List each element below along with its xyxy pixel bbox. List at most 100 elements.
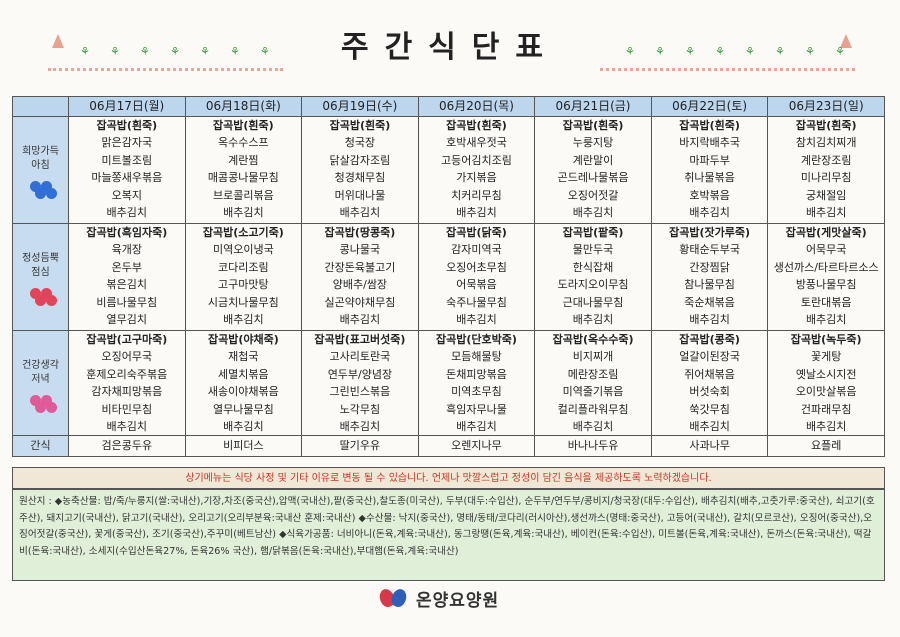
snack-row: 간식 검은콩두유 비피더스 딸기우유 오렌지나무 바나나두유 사과나무 요플레 — [12, 435, 885, 458]
menu-item: 건파래무침 — [800, 402, 852, 416]
meal-row: 정성듬뿍 점심 잡곡밥(흑임자죽) 육개장 온두부 볶은김치 비름나물무침 열무김치 잡곡밥(소… — [12, 223, 885, 331]
origin-text: 원산지 : ◆농축산물: 밥/죽/누룽지(쌀:국내산),기장,차조(중국산),압… — [19, 496, 875, 557]
menu-item: 배추김치 — [456, 313, 497, 327]
menu-item: 치커리무침 — [451, 188, 502, 202]
menu-item: 새송이야채볶음 — [207, 385, 279, 399]
menu-item: 열무김치 — [106, 313, 148, 327]
day-header: 06月17日(월) — [68, 96, 186, 117]
snack-cell: 오렌지나무 — [417, 435, 536, 458]
snack-label: 간식 — [12, 435, 69, 458]
menu-item: 그린빈스볶음 — [329, 385, 391, 399]
flag-icon — [52, 34, 64, 48]
title-decoration-right — [600, 58, 855, 71]
sprout-icon: ⚘ — [140, 45, 150, 58]
menu-item: 어묵무국 — [805, 243, 847, 257]
menu-item: 매콤콩나물무침 — [207, 171, 279, 185]
menu-item: 고등어김치조림 — [441, 153, 512, 167]
meal-label: 건강생각 저녁 — [12, 329, 69, 437]
menu-cell: 잡곡밥(게맛살죽) 어묵무국 생선까스/타르타르소스 방풍나물무침 토란대볶음 배추김치 — [767, 223, 885, 331]
menu-cell: 잡곡밥(흑임자죽) 육개장 온두부 볶은김치 비름나물무침 열무김치 — [68, 223, 186, 331]
flag-icon — [840, 34, 852, 48]
menu-cell: 잡곡밥(콩죽) 얼갈이된장국 쥐어채볶음 버섯숙회 쑥갓무침 배추김치 — [650, 329, 769, 437]
menu-item: 오징어젓갈 — [567, 188, 619, 202]
day-header: 06月21日(금) — [534, 96, 652, 117]
menu-item: 노각무침 — [339, 402, 381, 416]
menu-item: 배추김치 — [456, 420, 497, 434]
facility-logo: 온양요양원 — [377, 584, 499, 612]
menu-item: 궁채절임 — [805, 188, 847, 202]
menu-item: 숙주나물무침 — [446, 295, 507, 309]
menu-item: 취나물볶음 — [684, 171, 735, 185]
sprout-icon: ⚘ — [625, 45, 635, 58]
menu-item: 옛날소시지전 — [795, 367, 857, 381]
menu-item: 배추김치 — [572, 420, 614, 434]
menu-item: 미역초무침 — [451, 385, 502, 399]
menu-item: 배추김치 — [572, 206, 614, 220]
menu-item: 재첩국 — [228, 350, 259, 364]
menu-item: 잡곡밥(흰죽) — [446, 119, 507, 132]
meal-label-line: 건강생각 — [22, 360, 59, 371]
menu-item: 잡곡밥(녹두죽) — [790, 333, 862, 346]
menu-cell: 잡곡밥(잣가루죽) 황태순두부국 간장찜닭 참나물무침 죽순채볶음 배추김치 — [650, 223, 769, 331]
menu-item: 잡곡밥(흰죽) — [96, 119, 158, 132]
menu-cell: 잡곡밥(흰죽) 청국장 닭살감자조림 청경채무침 머위대나물 배추김치 — [301, 116, 419, 224]
menu-item: 계란말이 — [572, 153, 614, 167]
sprout-icon: ⚘ — [80, 45, 90, 58]
menu-item: 잡곡밥(흰죽) — [562, 119, 624, 132]
menu-item: 메란장조림 — [567, 367, 619, 381]
menu-item: 잡곡밥(흰죽) — [679, 119, 740, 132]
sprout-icon: ⚘ — [805, 45, 815, 58]
menu-item: 배추김치 — [339, 206, 381, 220]
menu-item: 잡곡밥(흰죽) — [213, 119, 274, 132]
menu-cell: 잡곡밥(야채죽) 재첩국 세멸치볶음 새송이야채볶음 열무나물무침 배추김치 — [184, 329, 303, 437]
menu-item: 호박볶음 — [689, 188, 730, 202]
menu-item: 한식잡채 — [572, 260, 614, 274]
menu-item: 청국장 — [344, 136, 376, 150]
menu-item: 미트볼조림 — [101, 153, 153, 167]
sprout-icon: ⚘ — [170, 45, 180, 58]
menu-item: 육개장 — [111, 243, 142, 257]
heart-logo-icon — [377, 587, 410, 609]
menu-cell: 잡곡밥(흰죽) 바지락배추국 마파두부 취나물볶음 호박볶음 배추김치 — [650, 116, 769, 224]
menu-item: 황태순두부국 — [679, 243, 740, 257]
menu-cell: 잡곡밥(흰죽) 호박새우젓국 고등어김치조림 가지볶음 치커리무침 배추김치 — [417, 116, 536, 224]
day-header: 06月19日(수) — [301, 96, 419, 117]
meal-label: 정성듬뿍 점심 — [12, 223, 69, 331]
menu-item: 쥐어채볶음 — [684, 367, 735, 381]
menu-item: 배추김치 — [106, 206, 148, 220]
menu-item: 감자미역국 — [451, 243, 502, 257]
menu-cell: 잡곡밥(옥수수죽) 비지찌개 메란장조림 미역줄기볶음 컬리플라워무침 배추김치 — [534, 329, 652, 437]
menu-item: 콩나물국 — [339, 243, 381, 257]
day-header: 06月22日(토) — [650, 96, 769, 117]
sprout-icon: ⚘ — [835, 45, 845, 58]
menu-item: 잡곡밥(닭죽) — [446, 226, 507, 239]
day-header: 06月20日(목) — [417, 96, 536, 117]
menu-item: 간장돈육불고기 — [324, 260, 396, 274]
menu-item: 생선까스/타르타르소스 — [773, 260, 879, 274]
menu-item: 마늘쫑새우볶음 — [91, 171, 163, 185]
day-header: 06月18日(화) — [184, 96, 303, 117]
menu-item: 호박새우젓국 — [446, 136, 507, 150]
menu-item: 계란장조림 — [800, 153, 852, 167]
menu-cell: 잡곡밥(고구마죽) 오징어무국 훈제오리숙주볶음 감자채피망볶음 비타민무침 배추김치 — [68, 329, 186, 437]
day-header-row: 06月17日(월) 06月18日(화) 06月19日(수) 06月20日(목) … — [12, 96, 885, 117]
menu-item: 잡곡밥(콩죽) — [679, 333, 740, 346]
menu-item: 고사리토란국 — [329, 350, 391, 364]
snack-cell: 딸기우유 — [301, 435, 419, 458]
menu-item: 잡곡밥(표고버섯죽) — [314, 333, 406, 346]
menu-item: 모듬해물탕 — [451, 350, 502, 364]
meal-row: 희망가득 아침 잡곡밥(흰죽) 맑은감자국 미트볼조림 마늘쫑새우볶음 오복지 배추김치 잡곡밥… — [12, 116, 885, 224]
menu-item: 참나물무침 — [684, 278, 735, 292]
menu-item: 감자채피망볶음 — [91, 385, 163, 399]
flower-icon — [26, 286, 57, 308]
menu-cell: 잡곡밥(흰죽) 누룽지탕 계란말이 곤드레나물볶음 오징어젓갈 배추김치 — [534, 116, 652, 224]
menu-item: 물만두국 — [572, 243, 614, 257]
sprout-icon: ⚘ — [745, 45, 755, 58]
menu-item: 배추김치 — [339, 420, 381, 434]
sprout-icon: ⚘ — [260, 45, 270, 58]
menu-item: 배추김치 — [805, 206, 847, 220]
sprout-icon: ⚘ — [715, 45, 725, 58]
menu-cell: 잡곡밥(표고버섯죽) 고사리토란국 연두부/양념장 그린빈스볶음 노각무침 배추김치 — [301, 329, 419, 437]
menu-cell: 잡곡밥(녹두죽) 꽃게탕 옛날소시지전 오이맛살볶음 건파래무침 배추김치 — [767, 329, 885, 437]
meal-row: 건강생각 저녁 잡곡밥(고구마죽) 오징어무국 훈제오리숙주볶음 감자채피망볶음 비타민무침… — [12, 329, 885, 437]
